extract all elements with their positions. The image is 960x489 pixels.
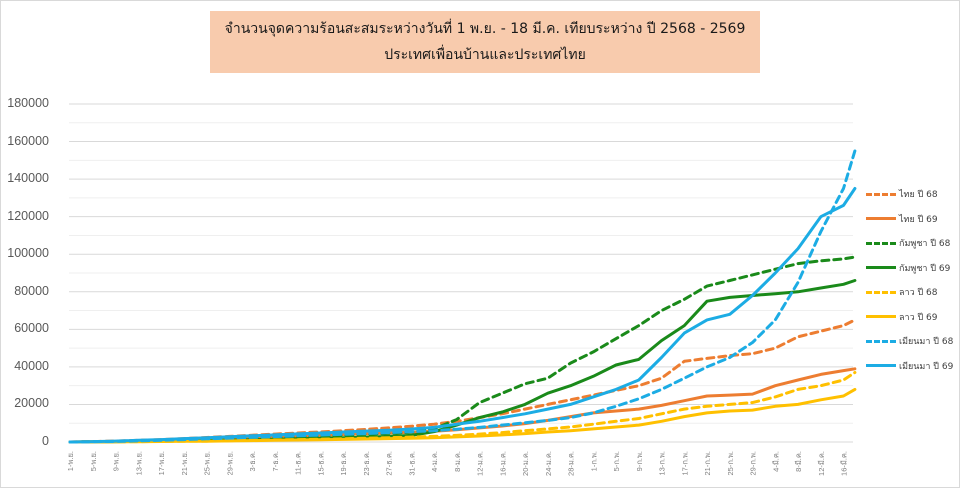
x-tick-label: 20-ม.ค. (521, 451, 530, 476)
legend-item-thai-69[interactable]: ไทย ปี 69 (863, 207, 960, 232)
x-tick-label: 15-ธ.ค. (316, 451, 325, 476)
y-tick-label: 140000 (7, 171, 49, 185)
x-tick-label: 24-ม.ค. (544, 451, 553, 476)
y-tick-label: 100000 (7, 246, 49, 260)
x-tick-label: 1-ก.พ. (589, 451, 598, 471)
x-tick-label: 13-ก.พ. (658, 451, 667, 476)
x-tick-label: 9-ก.พ. (635, 451, 644, 471)
x-tick-label: 12-มี.ค. (817, 451, 826, 476)
y-tick-label: 120000 (7, 209, 49, 223)
legend-item-laos-68[interactable]: ลาว ปี 68 (863, 280, 960, 305)
legend-swatch-solid-icon (866, 364, 896, 368)
y-tick-label: 40000 (14, 359, 49, 373)
y-tick-label: 60000 (14, 321, 49, 335)
x-tick-label: 29-พ.ย. (225, 451, 234, 475)
x-tick-label: 8-มี.ค. (794, 451, 803, 472)
x-tick-label: 1-พ.ย. (66, 451, 75, 471)
legend-swatch-dashed-icon (866, 192, 896, 196)
x-tick-label: 25-ก.พ. (726, 451, 735, 476)
x-tick-label: 31-ธ.ค. (407, 451, 416, 476)
y-tick-label: 160000 (7, 134, 49, 148)
legend-swatch-dashed-icon (866, 241, 896, 245)
series-line (68, 279, 857, 444)
x-tick-label: 4-ม.ค. (430, 451, 439, 472)
legend-item-myanmar-69[interactable]: เมียนมา ปี 69 (863, 354, 960, 379)
gridlines (69, 103, 853, 443)
chart-title-box: จำนวนจุดความร้อนสะสมระหว่างวันที่ 1 พ.ย.… (210, 11, 760, 73)
legend-swatch-solid-icon (866, 315, 896, 319)
x-tick-label: 16-ม.ค. (498, 451, 507, 476)
x-tick-label: 19-ธ.ค. (339, 451, 348, 476)
series-line (68, 371, 857, 444)
legend-item-laos-69[interactable]: ลาว ปี 69 (863, 305, 960, 330)
legend-item-myanmar-68[interactable]: เมียนมา ปี 68 (863, 329, 960, 354)
x-tick-label: 17-ก.พ. (680, 451, 689, 476)
x-tick-label: 21-พ.ย. (180, 451, 189, 475)
x-tick-label: 13-พ.ย. (134, 451, 143, 475)
x-tick-label: 25-พ.ย. (203, 451, 212, 475)
legend-swatch-solid-icon (866, 266, 896, 270)
x-tick-label: 4-มี.ค. (771, 451, 780, 472)
x-tick-label: 17-พ.ย. (157, 451, 166, 475)
y-tick-label: 80000 (14, 284, 49, 298)
series-lines (68, 149, 857, 444)
legend-item-thai-68[interactable]: ไทย ปี 68 (863, 182, 960, 207)
chart-subtitle: ประเทศเพื่อนบ้านและประเทศไทย (384, 47, 586, 63)
x-tick-label: 5-พ.ย. (89, 451, 98, 471)
y-tick-label: 180000 (7, 96, 49, 110)
legend-swatch-dashed-icon (866, 290, 896, 294)
y-tick-label: 20000 (14, 396, 49, 410)
legend-item-cambodia-68[interactable]: กัมพูชา ปี 68 (863, 231, 960, 256)
x-tick-label: 23-ธ.ค. (362, 451, 371, 476)
series-line (68, 187, 857, 444)
legend-item-cambodia-69[interactable]: กัมพูชา ปี 69 (863, 256, 960, 281)
series-line (68, 255, 857, 444)
x-tick-label: 27-ธ.ค. (385, 451, 394, 476)
legend-swatch-dashed-icon (866, 339, 896, 343)
x-tick-label: 3-ธ.ค. (248, 451, 257, 471)
x-tick-label: 9-พ.ย. (112, 451, 121, 471)
x-tick-label: 16-มี.ค. (840, 451, 849, 476)
x-tick-label: 11-ธ.ค. (294, 451, 303, 475)
series-line (68, 367, 857, 444)
x-tick-label: 28-ม.ค. (567, 451, 576, 476)
legend-swatch-solid-icon (866, 217, 896, 221)
x-tick-label: 12-ม.ค. (476, 451, 485, 476)
x-tick-label: 21-ก.พ. (703, 451, 712, 476)
x-tick-label: 29-ก.พ. (749, 451, 758, 476)
x-tick-label: 8-ม.ค. (453, 451, 462, 472)
legend: ไทย ปี 68 ไทย ปี 69 กัมพูชา ปี 68 กัมพูช… (863, 182, 960, 378)
x-axis-labels: 1-พ.ย. 5-พ.ย. 9-พ.ย. 13-พ.ย. 17-พ.ย. 21-พ.ย. 2… (66, 451, 849, 476)
x-tick-label: 5-ก.พ. (612, 451, 621, 471)
chart-title: จำนวนจุดความร้อนสะสมระหว่างวันที่ 1 พ.ย.… (224, 21, 746, 37)
series-line (68, 387, 857, 444)
y-tick-label: 0 (42, 434, 49, 448)
x-tick-label: 7-ธ.ค. (271, 451, 280, 471)
